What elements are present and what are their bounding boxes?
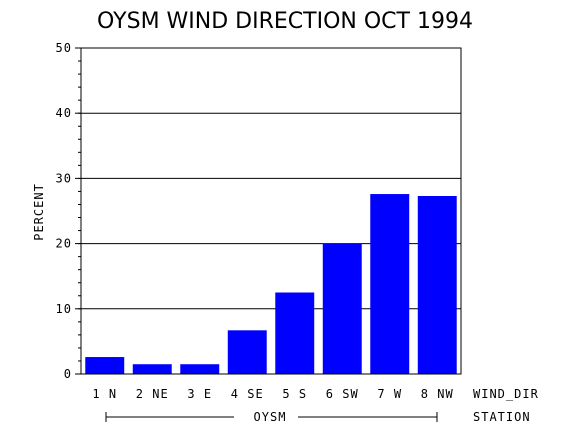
- chart-title: OYSM WIND DIRECTION OCT 1994: [97, 9, 473, 34]
- x-category-label: 2 NE: [136, 387, 169, 401]
- y-axis-label: PERCENT: [32, 183, 46, 241]
- x-category-label: 7 W: [377, 387, 402, 401]
- bar-2: [132, 364, 172, 374]
- plot-frame: [80, 47, 462, 375]
- y-axis: 0 10 20 30 40 50: [56, 41, 81, 381]
- x-category-label: 3 E: [187, 387, 212, 401]
- bar-3: [180, 364, 220, 374]
- x-category-label: 4 SE: [231, 387, 264, 401]
- y-tick-label: 40: [56, 106, 72, 120]
- y-tick-label: 50: [56, 41, 72, 55]
- x-category-label: 5 S: [282, 387, 307, 401]
- bars: [85, 194, 457, 374]
- bar-7: [370, 194, 410, 374]
- x-axis-label: WIND_DIR: [473, 387, 539, 401]
- y-tick-label: 20: [56, 237, 72, 251]
- bar-1: [85, 357, 125, 374]
- x-category-label: 8 NW: [421, 387, 454, 401]
- y-tick-label: 0: [64, 367, 72, 381]
- x-category-label: 6 SW: [326, 387, 359, 401]
- station-axis-label: STATION: [473, 410, 531, 424]
- x-category-label: 1 N: [92, 387, 117, 401]
- bar-6: [322, 243, 362, 374]
- y-tick-label: 30: [56, 171, 72, 185]
- bar-4: [227, 330, 267, 374]
- y-tick-label: 10: [56, 302, 72, 316]
- bar-5: [275, 292, 315, 374]
- x-axis: 1 N 2 NE 3 E 4 SE 5 S 6 SW 7 W 8 NW: [92, 387, 454, 401]
- station-group-name: OYSM: [254, 410, 287, 424]
- bar-8: [417, 196, 457, 374]
